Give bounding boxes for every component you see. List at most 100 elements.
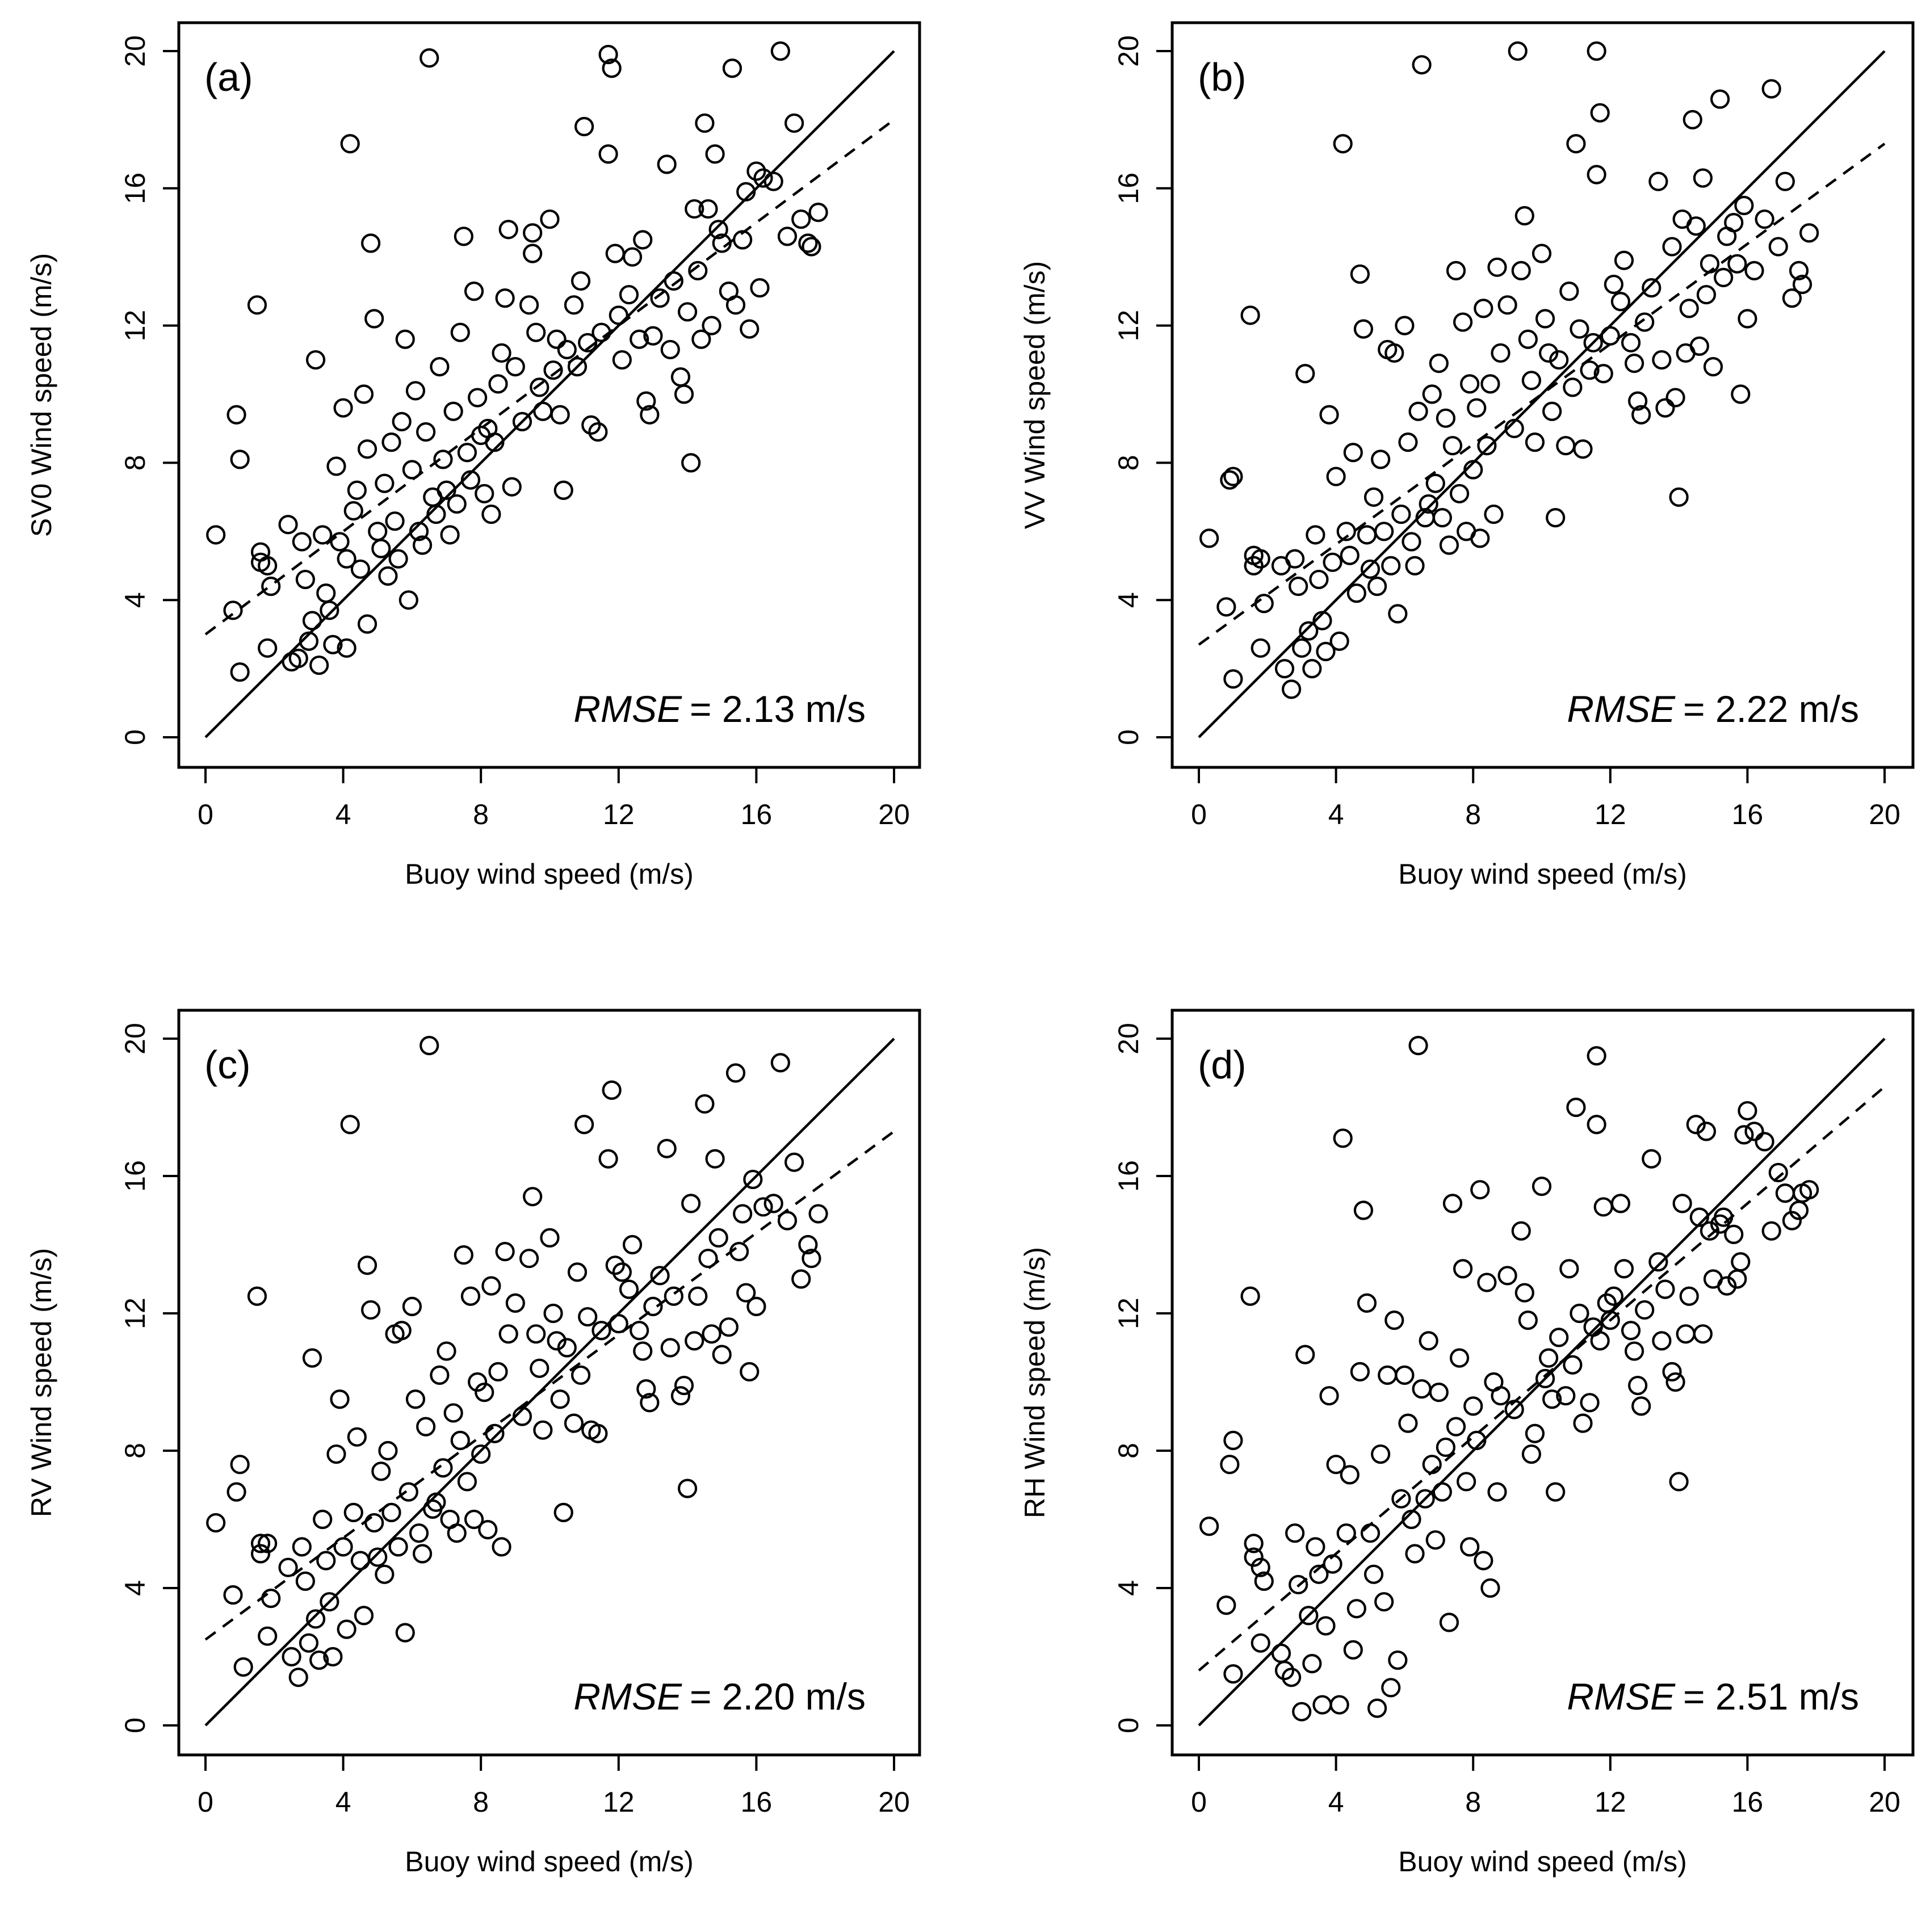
scatter-point — [1669, 487, 1689, 507]
x-tick-label: 4 — [1328, 799, 1344, 830]
scatter-point — [1549, 1328, 1569, 1347]
scatter-point — [685, 199, 704, 219]
scatter-point — [206, 1513, 226, 1533]
x-tick-label: 8 — [473, 799, 489, 830]
scatter-point — [1467, 1430, 1487, 1450]
scatter-point — [763, 1194, 783, 1213]
scatter-point — [581, 415, 601, 435]
scatter-point — [1439, 1612, 1459, 1632]
scatter-point — [1199, 528, 1219, 548]
scatter-point — [395, 1623, 415, 1643]
scatter-point — [564, 295, 584, 315]
scatter-point — [278, 515, 298, 535]
scatter-point — [226, 1482, 246, 1502]
regression-fit-line — [204, 119, 895, 636]
x-tick-label: 12 — [603, 1786, 635, 1818]
plot-frame — [1170, 21, 1915, 769]
scatter-point — [485, 432, 505, 452]
scatter-point — [1624, 353, 1644, 373]
scatter-point — [664, 271, 683, 291]
scatter-point — [598, 44, 618, 65]
scatter-point — [1302, 658, 1322, 679]
scatter-point — [523, 1187, 543, 1207]
scatter-point — [1789, 261, 1809, 280]
scatter-point — [567, 357, 588, 377]
y-axis-label: SV0 Wind speed (m/s) — [26, 253, 57, 537]
scatter-point — [323, 1647, 343, 1667]
scatter-point — [1371, 1444, 1391, 1464]
scatter-point — [677, 302, 698, 322]
scatter-point — [1340, 545, 1360, 565]
scatter-point — [1405, 556, 1425, 576]
y-tick-label: 8 — [119, 1443, 151, 1459]
scatter-point — [636, 391, 656, 411]
scatter-point — [674, 1375, 694, 1396]
scatter-point — [1635, 1300, 1655, 1320]
scatter-point — [712, 233, 732, 253]
scatter-point — [1761, 79, 1781, 99]
panel-label: (b) — [1198, 55, 1247, 99]
scatter-point — [622, 1234, 643, 1255]
scatter-point — [1295, 364, 1315, 384]
scatter-point — [588, 1423, 608, 1443]
scatter-point — [1312, 611, 1332, 631]
scatter-point — [233, 1657, 253, 1677]
scatter-point — [1470, 1180, 1490, 1200]
scatter-point — [1487, 1482, 1507, 1502]
scatter-point — [326, 1444, 346, 1464]
rmse-value: = 2.13 m/s — [690, 688, 866, 730]
scatter-point — [288, 648, 308, 669]
scatter-point — [1220, 470, 1240, 490]
scatter-point — [343, 1502, 363, 1522]
scatter-point — [740, 1362, 760, 1381]
y-tick-label: 20 — [1113, 35, 1144, 67]
scatter-point — [1573, 1413, 1593, 1433]
scatter-point — [1652, 1331, 1672, 1351]
scatter-point — [670, 1386, 691, 1406]
scatter-point — [1614, 1259, 1634, 1279]
panel-label: (c) — [204, 1043, 251, 1087]
scatter-point — [481, 1276, 501, 1296]
scatter-point — [492, 343, 511, 363]
scatter-point — [333, 398, 353, 418]
scatter-point — [1497, 1266, 1517, 1286]
scatter-point — [1289, 576, 1308, 597]
scatter-panel-4: 0 4 8 12 16 20 0 4 8 12 16 20 Buoy wind speed (m/s) R… — [1019, 1009, 1915, 1878]
scatter-point — [1604, 274, 1623, 295]
x-tick-label: 12 — [1595, 799, 1626, 830]
scatter-point — [784, 113, 804, 133]
scatter-point — [1460, 374, 1480, 394]
x-tick-label: 16 — [741, 799, 773, 830]
scatter-point — [426, 1492, 446, 1512]
scatter-point — [1546, 508, 1566, 528]
scatter-point — [1474, 1551, 1493, 1570]
scatter-point — [1559, 282, 1579, 301]
scatter-point — [657, 154, 677, 174]
y-tick-label: 4 — [119, 592, 151, 608]
scatter-point — [1672, 1194, 1692, 1213]
scatter-point — [460, 470, 481, 490]
scatter-point — [330, 1389, 350, 1409]
scatter-point — [247, 1286, 267, 1306]
scatter-point — [1436, 1437, 1455, 1458]
scatter-point — [1514, 206, 1534, 226]
scatter-point — [1363, 487, 1384, 507]
scatter-point — [1727, 254, 1747, 274]
scatter-point — [609, 1314, 628, 1334]
scatter-point — [1346, 583, 1366, 603]
scatter-point — [416, 1417, 436, 1437]
scatter-point — [1655, 1279, 1675, 1299]
y-tick-label: 20 — [119, 1023, 151, 1055]
scatter-point — [630, 1321, 649, 1341]
y-tick-label: 20 — [1113, 1023, 1144, 1055]
scatter-point — [1357, 525, 1377, 545]
scatter-point — [733, 230, 753, 250]
scatter-point — [630, 329, 649, 349]
scatter-point — [1333, 1128, 1353, 1148]
x-tick-label: 8 — [1465, 1786, 1481, 1818]
scatter-point — [433, 1458, 453, 1478]
scatter-point — [1408, 1035, 1428, 1056]
scatter-point — [258, 556, 278, 576]
y-tick-label: 8 — [1113, 1443, 1144, 1459]
scatter-point — [1453, 1259, 1473, 1279]
